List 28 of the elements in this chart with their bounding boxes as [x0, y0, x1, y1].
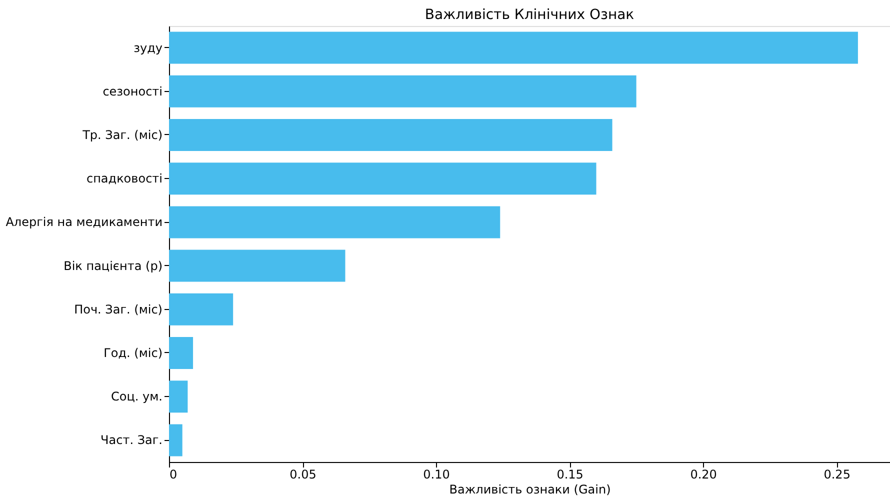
x-tick-label: 0	[170, 468, 178, 482]
bar	[169, 380, 188, 413]
y-tick-label: Тр. Заг. (міс)	[82, 128, 162, 142]
bar	[169, 337, 194, 369]
x-axis-title: Важливість ознаки (Gain)	[449, 482, 611, 496]
chart-title: Важливість Клінічних Ознак	[424, 7, 634, 23]
bar	[169, 119, 612, 151]
y-tick-label: зуду	[134, 40, 162, 55]
bar	[169, 162, 596, 195]
bar	[169, 250, 346, 282]
bar	[169, 424, 182, 456]
y-tick-label: Част. Заг.	[100, 433, 162, 448]
bar	[169, 32, 858, 64]
y-tick-label: сезоності	[102, 84, 162, 98]
bar	[169, 293, 234, 326]
bar	[169, 75, 636, 108]
y-tick-label: Соц. ум.	[111, 390, 162, 404]
y-tick-label: Поч. Заг. (міс)	[74, 302, 162, 316]
y-tick-label: Алергія на медикаменти	[6, 215, 162, 230]
x-tick-label: 0.10	[423, 468, 450, 482]
y-tick-label: Год. (міс)	[104, 346, 162, 360]
bar	[169, 206, 500, 238]
y-tick-label: спадковості	[86, 172, 162, 186]
x-tick-label: 0.25	[824, 468, 850, 482]
y-tick-label: Вік пацієнта (р)	[64, 258, 162, 273]
x-tick-label: 0.20	[690, 468, 717, 482]
x-tick-label: 0.05	[290, 468, 316, 482]
x-tick-label: 0.15	[556, 468, 584, 482]
